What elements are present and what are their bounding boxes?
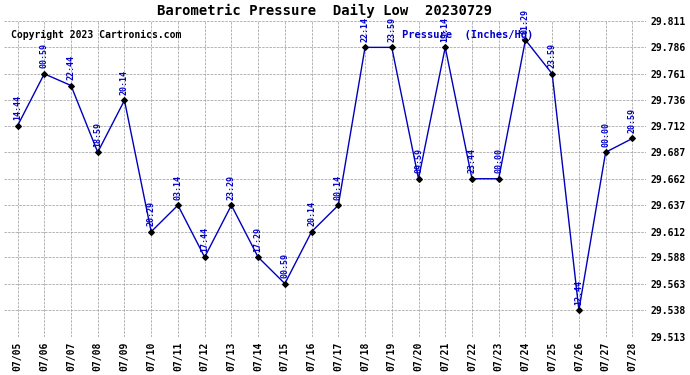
Text: Copyright 2023 Cartronics.com: Copyright 2023 Cartronics.com (10, 30, 181, 40)
Point (466, 176, 477, 182)
Text: 00:59: 00:59 (280, 253, 289, 278)
Point (92, 149, 104, 155)
Text: 23:44: 23:44 (467, 148, 477, 173)
Text: 20:14: 20:14 (307, 201, 316, 226)
Text: Pressure  (Inches/Hg): Pressure (Inches/Hg) (402, 30, 533, 40)
Text: 23:59: 23:59 (387, 17, 396, 42)
Point (226, 202, 237, 208)
Point (12, 123, 23, 129)
Point (359, 44, 371, 50)
Point (493, 176, 504, 182)
Text: 00:00: 00:00 (494, 148, 503, 173)
Text: 20:29: 20:29 (147, 201, 156, 226)
Point (253, 254, 264, 260)
Point (627, 135, 638, 141)
Text: 00:14: 00:14 (334, 175, 343, 200)
Text: 20:59: 20:59 (628, 108, 637, 133)
Text: 19:14: 19:14 (441, 17, 450, 42)
Point (546, 71, 558, 77)
Text: 09:59: 09:59 (414, 148, 423, 173)
Point (333, 202, 344, 208)
Title: Barometric Pressure  Daily Low  20230729: Barometric Pressure Daily Low 20230729 (157, 4, 493, 18)
Point (172, 202, 184, 208)
Point (520, 37, 531, 43)
Point (119, 98, 130, 104)
Point (199, 254, 210, 260)
Point (440, 44, 451, 50)
Text: 03:14: 03:14 (173, 175, 182, 200)
Text: 01:29: 01:29 (521, 9, 530, 34)
Point (39, 71, 50, 77)
Text: 22:14: 22:14 (361, 17, 370, 42)
Text: 23:59: 23:59 (548, 43, 557, 68)
Text: 00:59: 00:59 (40, 43, 49, 68)
Text: 23:29: 23:29 (227, 175, 236, 200)
Point (600, 149, 611, 155)
Text: 18:59: 18:59 (93, 122, 102, 147)
Point (573, 307, 584, 313)
Text: 20:14: 20:14 (120, 70, 129, 95)
Point (306, 229, 317, 235)
Point (279, 280, 290, 286)
Text: 17:29: 17:29 (254, 226, 263, 252)
Point (413, 176, 424, 182)
Text: 22:44: 22:44 (66, 55, 75, 80)
Text: 12:44: 12:44 (574, 279, 583, 304)
Text: 14:44: 14:44 (13, 95, 22, 120)
Point (386, 44, 397, 50)
Text: 17:44: 17:44 (200, 226, 209, 252)
Point (66, 82, 77, 88)
Point (146, 229, 157, 235)
Text: 00:00: 00:00 (601, 122, 610, 147)
